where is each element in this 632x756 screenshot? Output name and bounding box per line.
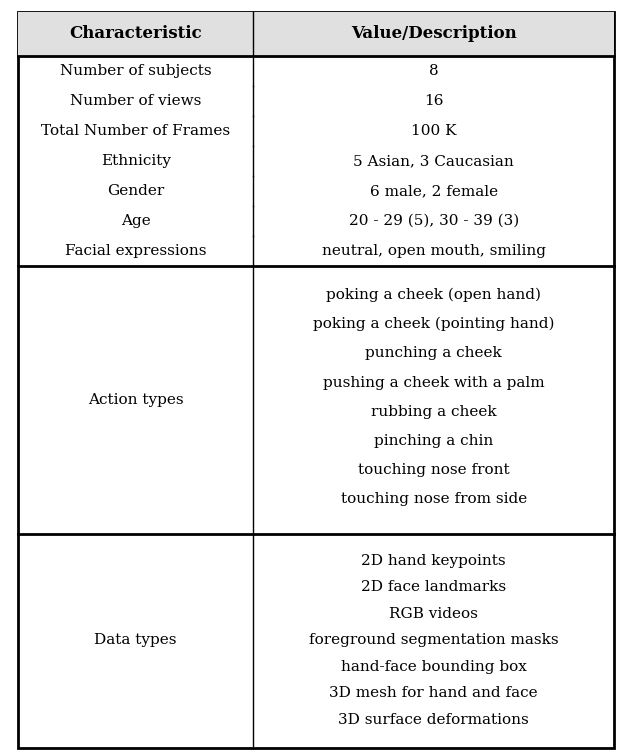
Text: foreground segmentation masks: foreground segmentation masks <box>309 633 559 647</box>
Text: poking a cheek (open hand): poking a cheek (open hand) <box>326 288 541 302</box>
Text: RGB videos: RGB videos <box>389 606 478 621</box>
Text: 2D hand keypoints: 2D hand keypoints <box>362 553 506 568</box>
Text: pinching a chin: pinching a chin <box>374 434 494 448</box>
Text: 100 K: 100 K <box>411 124 456 138</box>
Text: hand-face bounding box: hand-face bounding box <box>341 659 526 674</box>
Text: 8: 8 <box>429 64 439 78</box>
Text: 3D mesh for hand and face: 3D mesh for hand and face <box>329 686 538 700</box>
Text: poking a cheek (pointing hand): poking a cheek (pointing hand) <box>313 317 554 331</box>
Text: 5 Asian, 3 Caucasian: 5 Asian, 3 Caucasian <box>353 154 514 168</box>
Text: pushing a cheek with a palm: pushing a cheek with a palm <box>323 376 545 389</box>
Text: rubbing a cheek: rubbing a cheek <box>371 404 497 419</box>
Text: Action types: Action types <box>88 393 183 407</box>
Text: Characteristic: Characteristic <box>70 26 202 42</box>
Text: Facial expressions: Facial expressions <box>65 244 207 258</box>
Text: 6 male, 2 female: 6 male, 2 female <box>370 184 498 198</box>
Text: Ethnicity: Ethnicity <box>100 154 171 168</box>
Text: Number of views: Number of views <box>70 94 202 108</box>
Text: Number of subjects: Number of subjects <box>60 64 212 78</box>
Text: Gender: Gender <box>107 184 164 198</box>
Text: Total Number of Frames: Total Number of Frames <box>41 124 230 138</box>
Text: Age: Age <box>121 214 150 228</box>
Text: Value/Description: Value/Description <box>351 26 516 42</box>
Text: 16: 16 <box>424 94 444 108</box>
Text: 20 - 29 (5), 30 - 39 (3): 20 - 29 (5), 30 - 39 (3) <box>349 214 519 228</box>
Text: Data types: Data types <box>94 633 177 647</box>
Text: touching nose from side: touching nose from side <box>341 492 527 506</box>
Text: 3D surface deformations: 3D surface deformations <box>338 712 529 727</box>
Bar <box>18 12 614 56</box>
Text: punching a cheek: punching a cheek <box>365 346 502 361</box>
Text: neutral, open mouth, smiling: neutral, open mouth, smiling <box>322 244 545 258</box>
Text: touching nose front: touching nose front <box>358 463 509 477</box>
Text: 2D face landmarks: 2D face landmarks <box>361 580 506 594</box>
